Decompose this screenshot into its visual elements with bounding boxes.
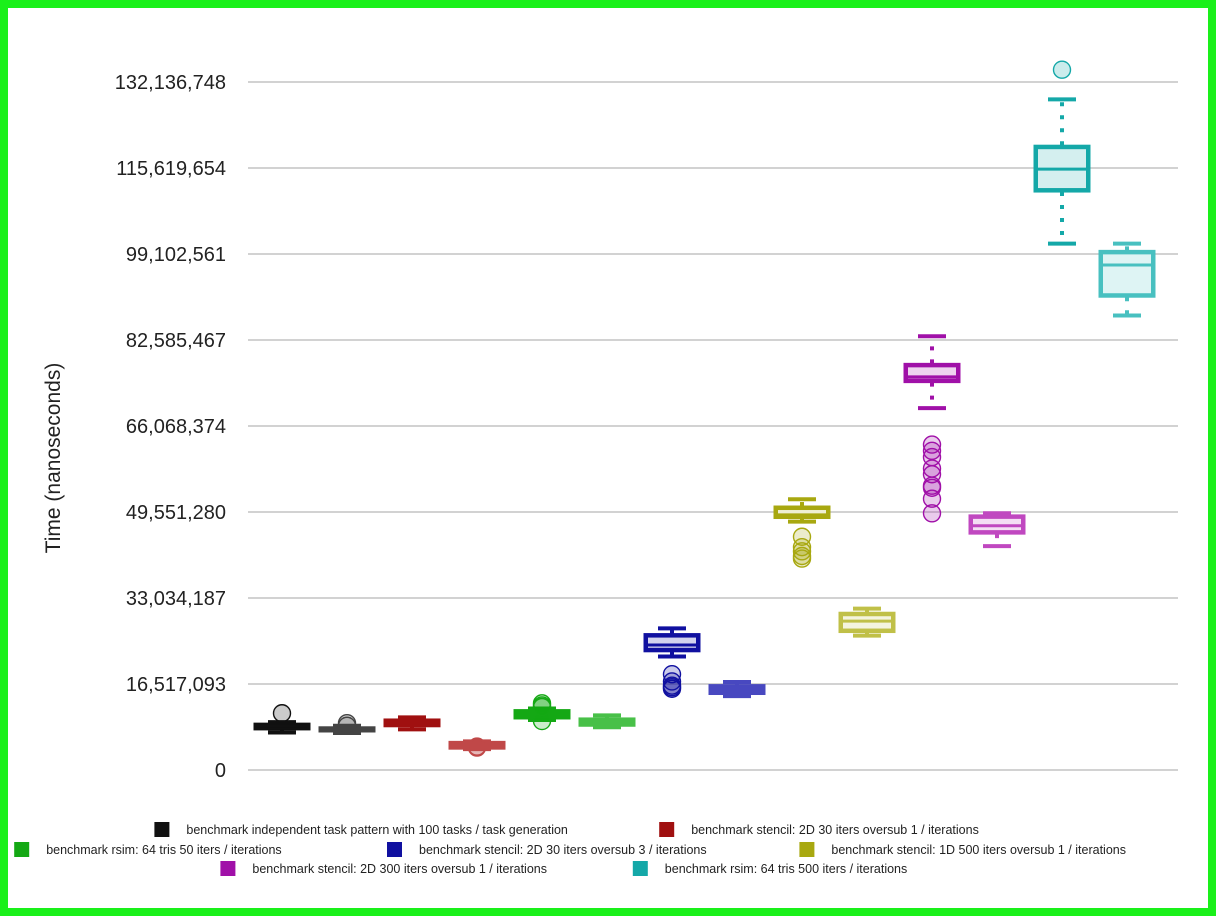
outlier-point	[922, 435, 942, 454]
legend-entry-label: benchmark stencil: 1D 500 iters oversub …	[831, 843, 1126, 857]
legend-entry-label: benchmark stencil: 2D 300 iters oversub …	[252, 862, 547, 876]
grid-lines	[248, 81, 1178, 771]
legend-swatch	[387, 842, 402, 857]
y-axis-ticks: 0 16,517,093 33,034,187 49,551,280 66,068,37…	[115, 72, 226, 782]
y-tick-label: 132,136,748	[115, 72, 226, 94]
legend: benchmark independent task pattern with …	[14, 822, 1126, 876]
outlier-point	[532, 711, 552, 731]
legend-entry-label: benchmark rsim: 64 tris 500 iters / iter…	[665, 862, 907, 876]
outlier-point	[792, 542, 812, 561]
y-tick-label: 115,619,654	[116, 158, 226, 180]
outlier-point	[272, 704, 292, 723]
legend-swatch	[659, 822, 675, 837]
box-9	[773, 497, 831, 568]
box-6	[578, 713, 636, 730]
box-5	[513, 694, 571, 731]
y-tick-label: 16,517,093	[126, 674, 226, 696]
y-tick-label: 99,102,561	[126, 244, 226, 266]
y-tick-label: 49,551,280	[126, 502, 226, 524]
y-tick-label: 33,034,187	[126, 588, 226, 610]
box-2	[318, 713, 376, 736]
box-7	[643, 626, 701, 698]
outlier-point	[792, 527, 812, 546]
y-tick-label: 66,068,374	[126, 416, 226, 438]
box-inner	[908, 367, 956, 379]
legend-swatch	[799, 842, 815, 857]
outlier-point	[922, 441, 942, 461]
box-inner	[778, 510, 826, 515]
outlier-point	[337, 716, 357, 735]
box-inner	[1103, 254, 1151, 294]
outlier-point	[922, 489, 942, 508]
box-11	[903, 334, 961, 523]
y-tick-label: 0	[215, 760, 226, 782]
outlier-point	[662, 672, 682, 691]
legend-entry-label: benchmark stencil: 2D 30 iters oversub 3…	[419, 843, 707, 857]
outlier-point	[1052, 60, 1072, 79]
y-tick-label: 82,585,467	[126, 330, 226, 352]
legend-swatch	[632, 861, 648, 876]
outlier-point	[922, 504, 942, 523]
box-inner	[648, 637, 696, 648]
box-14	[1098, 241, 1156, 318]
legend-entry-label: benchmark rsim: 64 tris 50 iters / itera…	[46, 843, 282, 857]
legend-swatch	[154, 822, 170, 837]
outlier-point	[467, 738, 487, 757]
y-axis-label: Time (nanoseconds)	[42, 363, 65, 554]
box-1	[253, 704, 311, 735]
box-4	[448, 737, 506, 757]
box-series	[253, 60, 1156, 757]
outlier-point	[662, 678, 682, 697]
legend-entry-label: benchmark stencil: 2D 30 iters oversub 1…	[691, 823, 979, 837]
box-10	[838, 606, 896, 638]
box-3	[383, 715, 441, 732]
legend-swatch	[220, 861, 236, 876]
box-8	[708, 680, 766, 699]
legend-swatch	[14, 842, 30, 857]
outlier-point	[792, 549, 812, 568]
box-12	[968, 511, 1026, 549]
box-13	[1033, 60, 1091, 246]
legend-entry-label: benchmark independent task pattern with …	[186, 823, 568, 837]
outlier-point	[532, 697, 552, 717]
